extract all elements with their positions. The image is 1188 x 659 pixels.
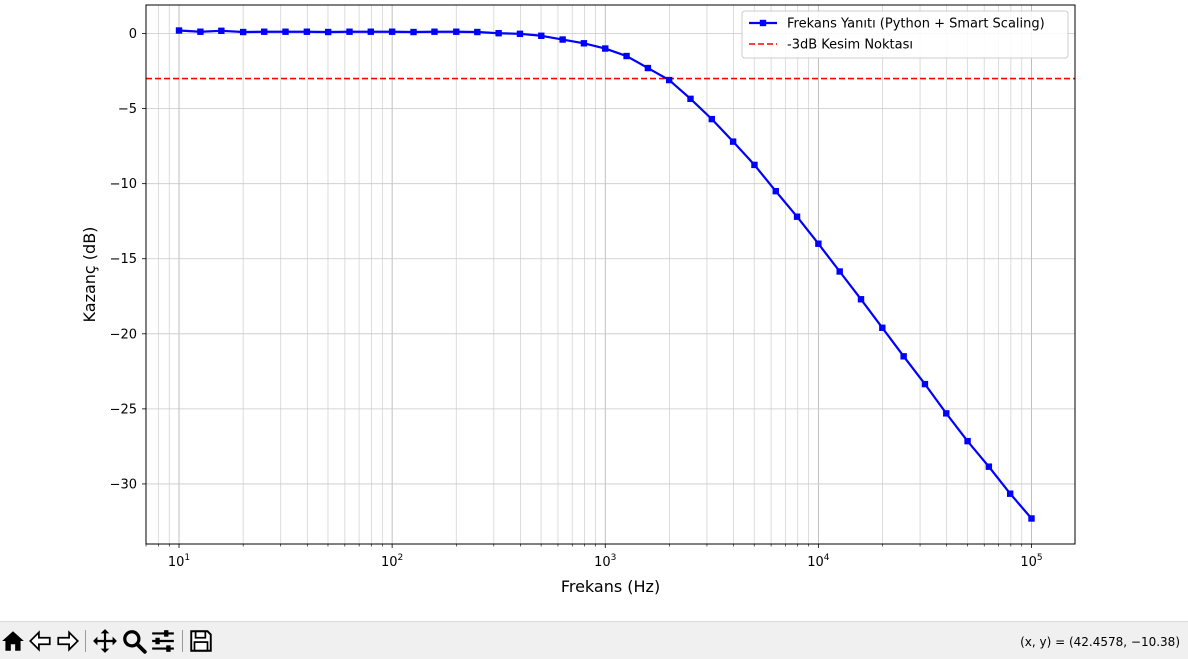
forward-button[interactable] <box>55 628 81 654</box>
forward-arrow-icon <box>57 630 79 652</box>
save-icon <box>190 630 212 652</box>
plot-area <box>146 5 1075 544</box>
data-point-marker <box>729 138 737 145</box>
data-point-marker <box>623 52 630 60</box>
data-point-marker <box>260 28 268 35</box>
legend-box <box>741 10 1069 59</box>
zoom-button[interactable] <box>121 628 147 654</box>
x-axis-label: Frekans (Hz) <box>561 577 660 596</box>
data-point-marker <box>665 76 673 84</box>
data-point-marker <box>751 161 758 169</box>
toolbar-separator <box>182 630 183 652</box>
frequency-response-chart: 101 102 103 104 105 0 −5 −10 −15 −20 −25 −30 Frekans… <box>80 4 1076 596</box>
data-point-marker <box>197 28 204 35</box>
data-point-marker <box>538 32 545 39</box>
navigation-toolbar: (x, y) = (42.4578, −10.38) <box>0 621 1188 659</box>
data-point-marker <box>900 353 907 360</box>
sliders-icon <box>152 630 174 652</box>
data-point-marker <box>580 40 588 47</box>
data-point-marker <box>793 213 801 220</box>
data-point-marker <box>453 28 460 35</box>
data-point-marker <box>708 115 716 123</box>
data-point-marker <box>367 28 374 35</box>
data-point-marker <box>495 30 502 37</box>
data-point-marker <box>431 28 438 35</box>
data-point-marker <box>410 28 417 36</box>
y-tick-label: −5 <box>118 102 137 117</box>
data-point-marker <box>175 27 183 34</box>
legend-series-marker <box>759 19 767 27</box>
pan-button[interactable] <box>92 628 118 654</box>
home-icon <box>2 631 24 651</box>
data-point-marker <box>559 36 566 43</box>
data-point-marker <box>687 95 694 103</box>
toolbar-separator <box>85 630 86 652</box>
data-point-marker <box>964 437 971 445</box>
data-point-marker <box>943 410 950 417</box>
x-tick-label: 102 <box>381 553 403 570</box>
x-tick-label: 104 <box>807 553 830 570</box>
data-point-marker <box>218 27 225 35</box>
configure-subplots-button[interactable] <box>150 628 176 654</box>
data-point-marker <box>282 28 289 35</box>
y-tick-label: −10 <box>110 177 137 192</box>
data-point-marker <box>474 28 481 36</box>
x-tick-label: 105 <box>1020 553 1042 570</box>
back-arrow-icon <box>29 630 51 652</box>
data-point-marker <box>836 268 843 275</box>
data-point-marker <box>1028 515 1035 522</box>
data-point-marker <box>388 28 396 35</box>
y-tick-label: −30 <box>110 477 137 492</box>
move-icon <box>93 629 117 653</box>
data-point-marker <box>516 30 524 38</box>
cursor-coordinates: (x, y) = (42.4578, −10.38) <box>1020 635 1180 649</box>
y-tick-label: −20 <box>110 327 137 342</box>
y-tick-label: −25 <box>110 402 137 417</box>
x-tick-label: 101 <box>168 553 190 570</box>
data-point-marker <box>644 64 652 72</box>
data-point-marker <box>239 28 247 36</box>
y-tick-label: −15 <box>110 252 137 267</box>
data-point-marker <box>324 28 332 36</box>
legend-series-label: Frekans Yanıtı (Python + Smart Scaling) <box>787 17 1045 32</box>
data-point-marker <box>303 28 311 35</box>
save-button[interactable] <box>188 628 214 654</box>
data-point-marker <box>346 28 353 35</box>
data-point-marker <box>857 296 865 303</box>
data-point-marker <box>985 463 993 470</box>
data-point-marker <box>772 187 779 195</box>
zoom-icon <box>123 630 147 654</box>
back-button[interactable] <box>27 628 53 654</box>
legend-cutoff-label: -3dB Kesim Noktası <box>787 38 913 53</box>
x-tick-label: 103 <box>594 553 616 570</box>
data-point-marker <box>1006 490 1014 497</box>
data-point-marker <box>879 324 886 331</box>
data-point-marker <box>602 45 609 52</box>
y-tick-label: 0 <box>129 27 137 42</box>
data-point-marker <box>815 240 822 247</box>
y-axis-label: Kazanç (dB) <box>80 227 99 323</box>
data-point-marker <box>921 380 929 388</box>
axes-frame <box>145 4 1076 545</box>
home-button[interactable] <box>0 628 26 654</box>
